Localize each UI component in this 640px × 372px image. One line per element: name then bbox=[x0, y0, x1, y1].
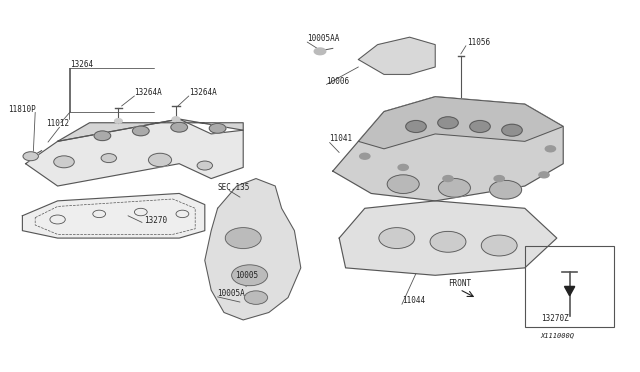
Circle shape bbox=[502, 124, 522, 136]
Text: 10005AA: 10005AA bbox=[307, 34, 340, 43]
Text: 13264A: 13264A bbox=[189, 88, 216, 97]
Circle shape bbox=[94, 131, 111, 141]
Circle shape bbox=[360, 153, 370, 159]
Circle shape bbox=[438, 117, 458, 129]
Polygon shape bbox=[26, 119, 243, 186]
Text: 10006: 10006 bbox=[326, 77, 349, 86]
Circle shape bbox=[23, 152, 38, 161]
Circle shape bbox=[443, 176, 453, 182]
Text: 11044: 11044 bbox=[402, 296, 425, 305]
Circle shape bbox=[115, 119, 122, 123]
Bar bbox=[525, 246, 614, 327]
Circle shape bbox=[132, 126, 149, 136]
Text: 13264A: 13264A bbox=[134, 88, 162, 97]
Text: 11012: 11012 bbox=[46, 119, 69, 128]
Text: 11056: 11056 bbox=[467, 38, 490, 46]
Circle shape bbox=[438, 179, 470, 197]
Circle shape bbox=[244, 291, 268, 304]
Text: 11810P: 11810P bbox=[8, 105, 35, 113]
Circle shape bbox=[314, 48, 326, 55]
Circle shape bbox=[430, 231, 466, 252]
Polygon shape bbox=[205, 179, 301, 320]
Polygon shape bbox=[333, 97, 563, 201]
Circle shape bbox=[54, 156, 74, 168]
Text: SEC.135: SEC.135 bbox=[218, 183, 250, 192]
Polygon shape bbox=[358, 97, 563, 149]
Text: 10005A: 10005A bbox=[218, 289, 245, 298]
Polygon shape bbox=[339, 201, 557, 275]
Circle shape bbox=[209, 124, 226, 133]
Text: 13270Z: 13270Z bbox=[541, 314, 568, 323]
Circle shape bbox=[379, 228, 415, 248]
Polygon shape bbox=[22, 193, 205, 238]
Text: FRONT: FRONT bbox=[448, 279, 471, 288]
Text: 10005: 10005 bbox=[236, 271, 259, 280]
Circle shape bbox=[148, 153, 172, 167]
Circle shape bbox=[545, 146, 556, 152]
Circle shape bbox=[232, 265, 268, 286]
Circle shape bbox=[101, 154, 116, 163]
Text: 11041: 11041 bbox=[330, 134, 353, 143]
Text: 13264: 13264 bbox=[70, 60, 93, 69]
Circle shape bbox=[481, 235, 517, 256]
Circle shape bbox=[171, 122, 188, 132]
Text: X111000Q: X111000Q bbox=[541, 332, 575, 338]
Circle shape bbox=[398, 164, 408, 170]
Text: 13270: 13270 bbox=[144, 216, 167, 225]
Circle shape bbox=[197, 161, 212, 170]
Circle shape bbox=[387, 175, 419, 193]
Circle shape bbox=[470, 121, 490, 132]
Circle shape bbox=[539, 172, 549, 178]
Polygon shape bbox=[564, 286, 575, 296]
Circle shape bbox=[406, 121, 426, 132]
Circle shape bbox=[490, 180, 522, 199]
Circle shape bbox=[494, 176, 504, 182]
Polygon shape bbox=[358, 37, 435, 74]
Circle shape bbox=[172, 117, 180, 121]
Polygon shape bbox=[58, 119, 243, 141]
Circle shape bbox=[225, 228, 261, 248]
